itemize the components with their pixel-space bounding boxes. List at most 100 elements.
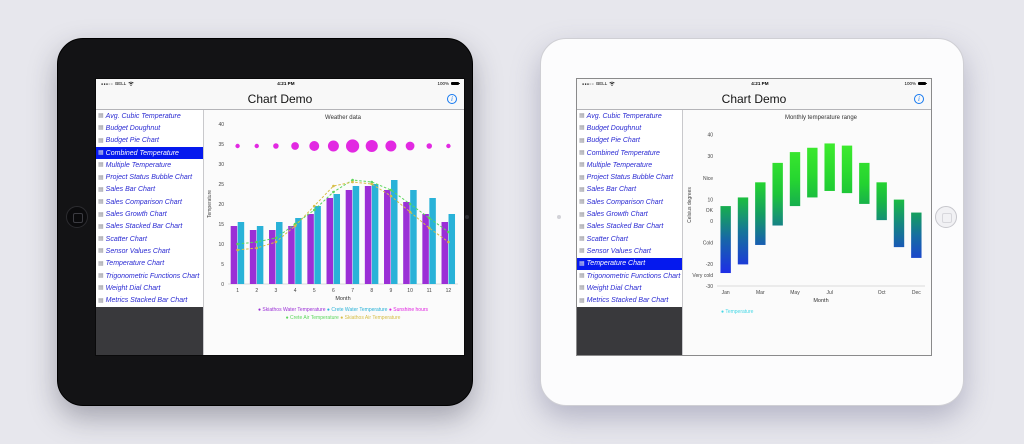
sidebar-item-temperature-chart[interactable]: ▦ Temperature Chart [96, 258, 203, 270]
svg-text:Mar: Mar [756, 290, 765, 296]
sidebar-item-sensor-values-chart[interactable]: ▦ Sensor Values Chart [96, 245, 203, 257]
navigation-bar: Chart Demo i [577, 88, 931, 110]
sidebar-item-label: Metrics Stacked Bar Chart [105, 297, 188, 305]
chart-grid-icon: ▦ [579, 125, 585, 132]
sidebar-item-sales-comparison-chart[interactable]: ▦ Sales Comparison Chart [577, 196, 682, 208]
sidebar-item-sales-stacked-bar-chart[interactable]: ▦ Sales Stacked Bar Chart [577, 221, 682, 233]
sidebar-item-label: Budget Doughnut [586, 124, 642, 132]
sidebar-item-sensor-values-chart[interactable]: ▦ Sensor Values Chart [577, 245, 682, 257]
sidebar-item-weight-dial-chart[interactable]: ▦ Weight Dial Chart [96, 282, 203, 294]
clock-label: 4:21 PM [277, 81, 295, 86]
ipad-white-device: ●●●○○ BELL 4:21 PM 100% Chart Demo i ▦ Av… [540, 38, 964, 406]
sidebar-item-label: Sales Growth Chart [105, 211, 167, 219]
chart-grid-icon: ▦ [98, 162, 104, 169]
sidebar-item-project-status-bubble-chart[interactable]: ▦ Project Status Bubble Chart [96, 171, 203, 183]
sidebar-item-multiple-temperature[interactable]: ▦ Multiple Temperature [96, 159, 203, 171]
svg-text:● Skiathos Water Temperature: ● Skiathos Water Temperature ● Crete Wat… [258, 307, 429, 313]
chart-grid-icon: ▦ [98, 273, 104, 279]
status-left: ●●●○○ BELL [101, 81, 134, 86]
svg-text:Jul: Jul [826, 290, 832, 296]
temperature-range-chart[interactable]: Monthly temperature range 40 30 Nice 10 OK 0 Co… [683, 110, 931, 355]
svg-text:Month: Month [813, 298, 828, 304]
sidebar-item-multiple-temperature[interactable]: ▦ Multiple Temperature [577, 159, 682, 171]
svg-text:Very cold: Very cold [692, 273, 713, 279]
chart-grid-icon: ▦ [579, 174, 585, 181]
sidebar-empty-area [96, 306, 203, 355]
home-button[interactable] [935, 206, 957, 228]
sidebar-item-metrics-stacked-bar-chart[interactable]: ▦ Metrics Stacked Bar Chart [577, 294, 682, 306]
info-icon[interactable]: i [914, 94, 924, 104]
home-button[interactable] [66, 206, 88, 228]
sidebar-item-avg-cubic-temperature[interactable]: ▦ Avg. Cubic Temperature [577, 110, 682, 122]
svg-text:11: 11 [427, 288, 432, 294]
sidebar-item-combined-temperature[interactable]: ▦ Combined Temperature [96, 146, 203, 160]
status-bar: ●●●○○ BELL 4:21 PM 100% [577, 79, 931, 88]
chart-grid-icon: ▦ [579, 297, 585, 304]
sidebar-item-weight-dial-chart[interactable]: ▦ Weight Dial Chart [577, 282, 682, 294]
sidebar-item-label: Sensor Values Chart [586, 247, 652, 255]
sidebar-item-metrics-stacked-bar-chart[interactable]: ▦ Metrics Stacked Bar Chart [96, 294, 203, 306]
svg-text:20: 20 [218, 202, 224, 208]
sidebar-item-label: Weight Dial Chart [586, 284, 642, 292]
sidebar-item-scatter-chart[interactable]: ▦ Scatter Chart [577, 233, 682, 245]
svg-text:0: 0 [710, 219, 713, 225]
svg-text:8: 8 [370, 288, 373, 294]
ipad-white-screen: ●●●○○ BELL 4:21 PM 100% Chart Demo i ▦ Av… [577, 79, 931, 355]
sidebar-item-label: Scatter Chart [105, 235, 147, 243]
sidebar-empty-area [577, 306, 682, 355]
sidebar-item-label: Project Status Bubble Chart [586, 174, 674, 182]
ipad-black-device: ●●●○○ BELL 4:21 PM 100% Chart Demo i ▦ Av… [57, 38, 473, 406]
sidebar-item-trigonometric-functions-chart[interactable]: ▦ Trigonometric Functions Chart [577, 270, 682, 282]
status-left: ●●●○○ BELL [582, 81, 615, 86]
chart-grid-icon: ▦ [579, 211, 585, 218]
sidebar-item-sales-comparison-chart[interactable]: ▦ Sales Comparison Chart [96, 196, 203, 208]
svg-text:25: 25 [218, 182, 224, 188]
sidebar-item-sales-bar-chart[interactable]: ▦ Sales Bar Chart [96, 184, 203, 196]
sidebar-item-label: Trigonometric Functions Chart [105, 272, 200, 280]
svg-text:Temperature: Temperature [207, 190, 213, 218]
sidebar-item-label: Project Status Bubble Chart [105, 174, 193, 182]
sidebar-item-scatter-chart[interactable]: ▦ Scatter Chart [96, 233, 203, 245]
sidebar-item-avg-cubic-temperature[interactable]: ▦ Avg. Cubic Temperature [96, 110, 203, 122]
sidebar-item-budget-pie-chart[interactable]: ▦ Budget Pie Chart [577, 135, 682, 147]
svg-text:Dec: Dec [912, 290, 921, 296]
sidebar-item-label: Sales Growth Chart [586, 211, 648, 219]
sidebar-item-project-status-bubble-chart[interactable]: ▦ Project Status Bubble Chart [577, 171, 682, 183]
sidebar-item-sales-stacked-bar-chart[interactable]: ▦ Sales Stacked Bar Chart [96, 221, 203, 233]
sidebar-item-budget-doughnut[interactable]: ▦ Budget Doughnut [96, 122, 203, 134]
sidebar-item-label: Budget Pie Chart [586, 137, 640, 145]
sidebar-item-budget-pie-chart[interactable]: ▦ Budget Pie Chart [96, 135, 203, 147]
svg-text:3: 3 [275, 288, 278, 294]
info-icon[interactable]: i [447, 94, 457, 104]
chart-grid-icon: ▦ [98, 260, 104, 267]
chart-grid-icon: ▦ [579, 137, 585, 144]
svg-text:5: 5 [221, 262, 224, 268]
sidebar-item-sales-growth-chart[interactable]: ▦ Sales Growth Chart [577, 208, 682, 220]
status-bar: ●●●○○ BELL 4:21 PM 100% [96, 79, 464, 88]
page-title: Chart Demo [721, 91, 787, 106]
chart-grid-icon: ▦ [579, 248, 585, 255]
navigation-bar: Chart Demo i [96, 88, 464, 110]
sidebar-item-budget-doughnut[interactable]: ▦ Budget Doughnut [577, 122, 682, 134]
svg-text:35: 35 [218, 142, 224, 148]
sidebar-item-trigonometric-functions-chart[interactable]: ▦ Trigonometric Functions Chart [96, 270, 203, 282]
sidebar-item-sales-growth-chart[interactable]: ▦ Sales Growth Chart [96, 208, 203, 220]
sidebar-item-temperature-chart[interactable]: ▦ Temperature Chart [577, 257, 682, 270]
sidebar-item-label: Multiple Temperature [105, 161, 172, 169]
chart-grid-icon: ▦ [98, 125, 104, 132]
svg-text:-30: -30 [706, 284, 713, 290]
chart-grid-icon: ▦ [98, 211, 104, 218]
battery-icon [918, 81, 928, 86]
sidebar-item-label: Sales Stacked Bar Chart [586, 223, 664, 231]
signal-strength-icon: ●●●○○ [101, 81, 114, 86]
svg-text:May: May [790, 290, 800, 296]
sidebar-item-sales-bar-chart[interactable]: ▦ Sales Bar Chart [577, 184, 682, 196]
svg-text:30: 30 [707, 154, 713, 160]
sidebar-item-label: Trigonometric Functions Chart [586, 272, 681, 280]
sidebar-item-label: Weight Dial Chart [105, 284, 161, 292]
svg-text:12: 12 [446, 288, 452, 294]
chart-grid-icon: ▦ [98, 285, 104, 292]
chart-grid-icon: ▦ [579, 150, 585, 157]
sidebar-item-combined-temperature[interactable]: ▦ Combined Temperature [577, 147, 682, 159]
